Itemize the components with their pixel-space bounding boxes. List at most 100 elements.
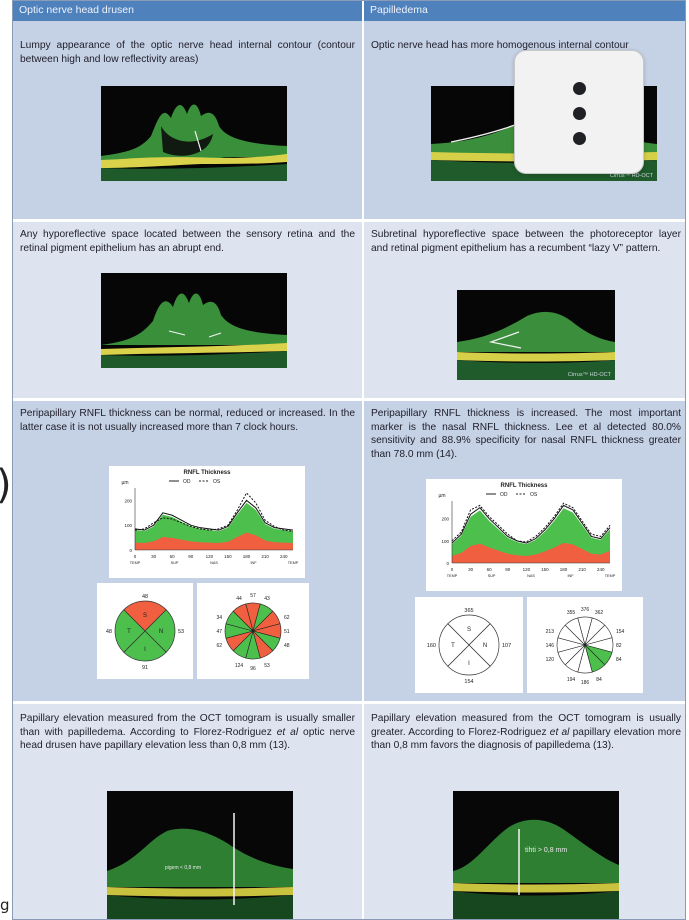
clock-hour-value: 194: [567, 677, 576, 683]
clock-hour-value: 48: [284, 643, 290, 649]
quadrant-value-t: 48: [106, 629, 112, 635]
x-tick-label: 90: [188, 554, 194, 559]
x-region-label: TEMP: [447, 574, 458, 578]
chart-title: RNFL Thickness: [501, 483, 549, 489]
x-region-label: SUP: [488, 574, 496, 578]
thin-range-band: [135, 532, 293, 550]
x-tick-label: 30: [468, 567, 474, 572]
x-tick-label: 180: [243, 554, 251, 559]
x-tick-label: 0: [451, 567, 454, 572]
rnfl-chart-papilledema: RNFL Thickness µm OD OS 0 100 200 0 30 60 90 120 150…: [426, 479, 622, 591]
series-line-os: [134, 492, 294, 532]
clock-hour-sector: [232, 603, 254, 633]
header-drusen: Optic nerve head drusen: [13, 1, 362, 21]
x-tick-label: 30: [151, 554, 157, 559]
x-tick-label: 120: [206, 554, 214, 559]
clock-hour-value: 84: [616, 657, 622, 663]
clock-hour-value: 57: [250, 593, 256, 599]
elevation-label-drusen: pigem < 0,8 mm: [165, 865, 201, 871]
clock-hour-value: 96: [250, 666, 256, 672]
quadrant-value-n: 53: [178, 629, 184, 635]
x-tick-label: 60: [170, 554, 176, 559]
clock-hour-value: 362: [595, 610, 604, 616]
column-divider: [362, 1, 364, 919]
quadrant-T: [438, 623, 470, 667]
quadrant-letter: N: [483, 643, 487, 649]
clock-hour-value: 124: [235, 663, 244, 669]
row-divider: [13, 219, 685, 222]
y-tick-label: 200: [441, 517, 449, 522]
clock-hour-value: 376: [581, 607, 590, 613]
more-vert-icon: [573, 82, 586, 95]
elevation-label-papilledema: tihti > 0,8 mm: [525, 847, 568, 854]
clock-hour-sector: [564, 617, 586, 647]
x-tick-label: 210: [261, 554, 269, 559]
quadrant-letter: I: [468, 661, 470, 667]
clock-hour-value: 82: [616, 643, 622, 649]
quadrant-chart-drusen: S N I T 48 53 91 48: [97, 583, 193, 679]
x-tick-label: 210: [578, 567, 586, 572]
row-divider: [13, 701, 685, 704]
row-divider: [13, 398, 685, 401]
x-tick-label: 60: [487, 567, 493, 572]
clock-hour-value: 34: [216, 615, 222, 621]
oct-scan-drusen-elevation: pigem < 0,8 mm: [107, 791, 293, 919]
quadrant-value-i: 91: [142, 665, 148, 671]
thin-range-band: [452, 542, 610, 563]
x-tick-label: 120: [523, 567, 531, 572]
clock-hour-value: 44: [236, 596, 242, 602]
rnfl-chart-drusen: RNFL Thickness µm OD OS 0 100 200 0 30 60 90 120 150…: [109, 466, 305, 578]
x-tick-label: 240: [597, 567, 605, 572]
quadrant-letter: T: [451, 643, 455, 649]
x-tick-label: 180: [560, 567, 568, 572]
oct-scan-drusen-contour: [101, 86, 287, 181]
row2-right-text: Subretinal hyporeflective space between …: [371, 229, 681, 254]
legend-os-label: OS: [213, 479, 221, 485]
clock-hour-value: 355: [567, 610, 576, 616]
row2-left-text: Any hyporeflective space located between…: [20, 229, 355, 254]
y-tick-label: 100: [441, 539, 449, 544]
row3-left-text: Peripapillary RNFL thickness can be norm…: [20, 408, 355, 433]
quadrant-I: [123, 630, 167, 662]
row3-right-text: Peripapillary RNFL thickness is increase…: [371, 408, 681, 460]
x-tick-label: 90: [505, 567, 511, 572]
clock-hour-value: 120: [546, 657, 555, 663]
quadrant-N: [468, 623, 500, 667]
clock-hour-value: 62: [216, 643, 222, 649]
x-tick-label: 240: [280, 554, 288, 559]
quadrant-letter: T: [127, 629, 131, 635]
series-line-od: [451, 504, 611, 544]
quadrant-T: [114, 609, 146, 653]
x-region-label: INF: [567, 574, 574, 578]
quadrant-I: [447, 644, 491, 676]
quadrant-N: [144, 609, 176, 653]
x-region-label: TEMP: [605, 574, 616, 578]
row1-right-text: Optic nerve head has more homogenous int…: [371, 40, 629, 51]
legend-od-label: OD: [500, 492, 508, 498]
quadrant-value-i: 154: [464, 679, 473, 685]
y-axis-label: µm: [121, 480, 128, 486]
series-line-os: [451, 502, 611, 543]
chart-title: RNFL Thickness: [184, 470, 232, 476]
x-tick-label: 0: [134, 554, 137, 559]
clock-chart-papilledema: 355 376 362 194 186 84 213 146 120 154 82 84: [527, 597, 643, 693]
more-options-button[interactable]: [514, 50, 644, 174]
quadrant-S: [447, 614, 491, 646]
clock-hour-value: 43: [264, 596, 270, 602]
clock-hour-value: 146: [546, 643, 555, 649]
oct-caption: Cirrus™ HD-OCT: [567, 372, 611, 378]
y-tick-label: 100: [124, 523, 132, 528]
legend-od-label: OD: [183, 479, 191, 485]
y-tick-label: 200: [124, 498, 132, 503]
y-tick-label: 0: [129, 548, 132, 553]
x-region-label: TEMP: [130, 561, 141, 565]
quadrant-value-t: 160: [427, 643, 436, 649]
side-paren-glyph: ): [0, 462, 12, 508]
header-papilledema: Papilledema: [364, 1, 685, 21]
x-region-label: SUP: [171, 561, 179, 565]
row1-left-text: Lumpy appearance of the optic nerve head…: [20, 40, 355, 65]
quadrant-value-s: 365: [464, 608, 473, 614]
clock-hour-value: 186: [581, 680, 590, 686]
oct-scan-papilledema-lazy-v: Cirrus™ HD-OCT: [457, 290, 615, 380]
row4-right-text: Papillary elevation measured from the OC…: [371, 713, 681, 752]
